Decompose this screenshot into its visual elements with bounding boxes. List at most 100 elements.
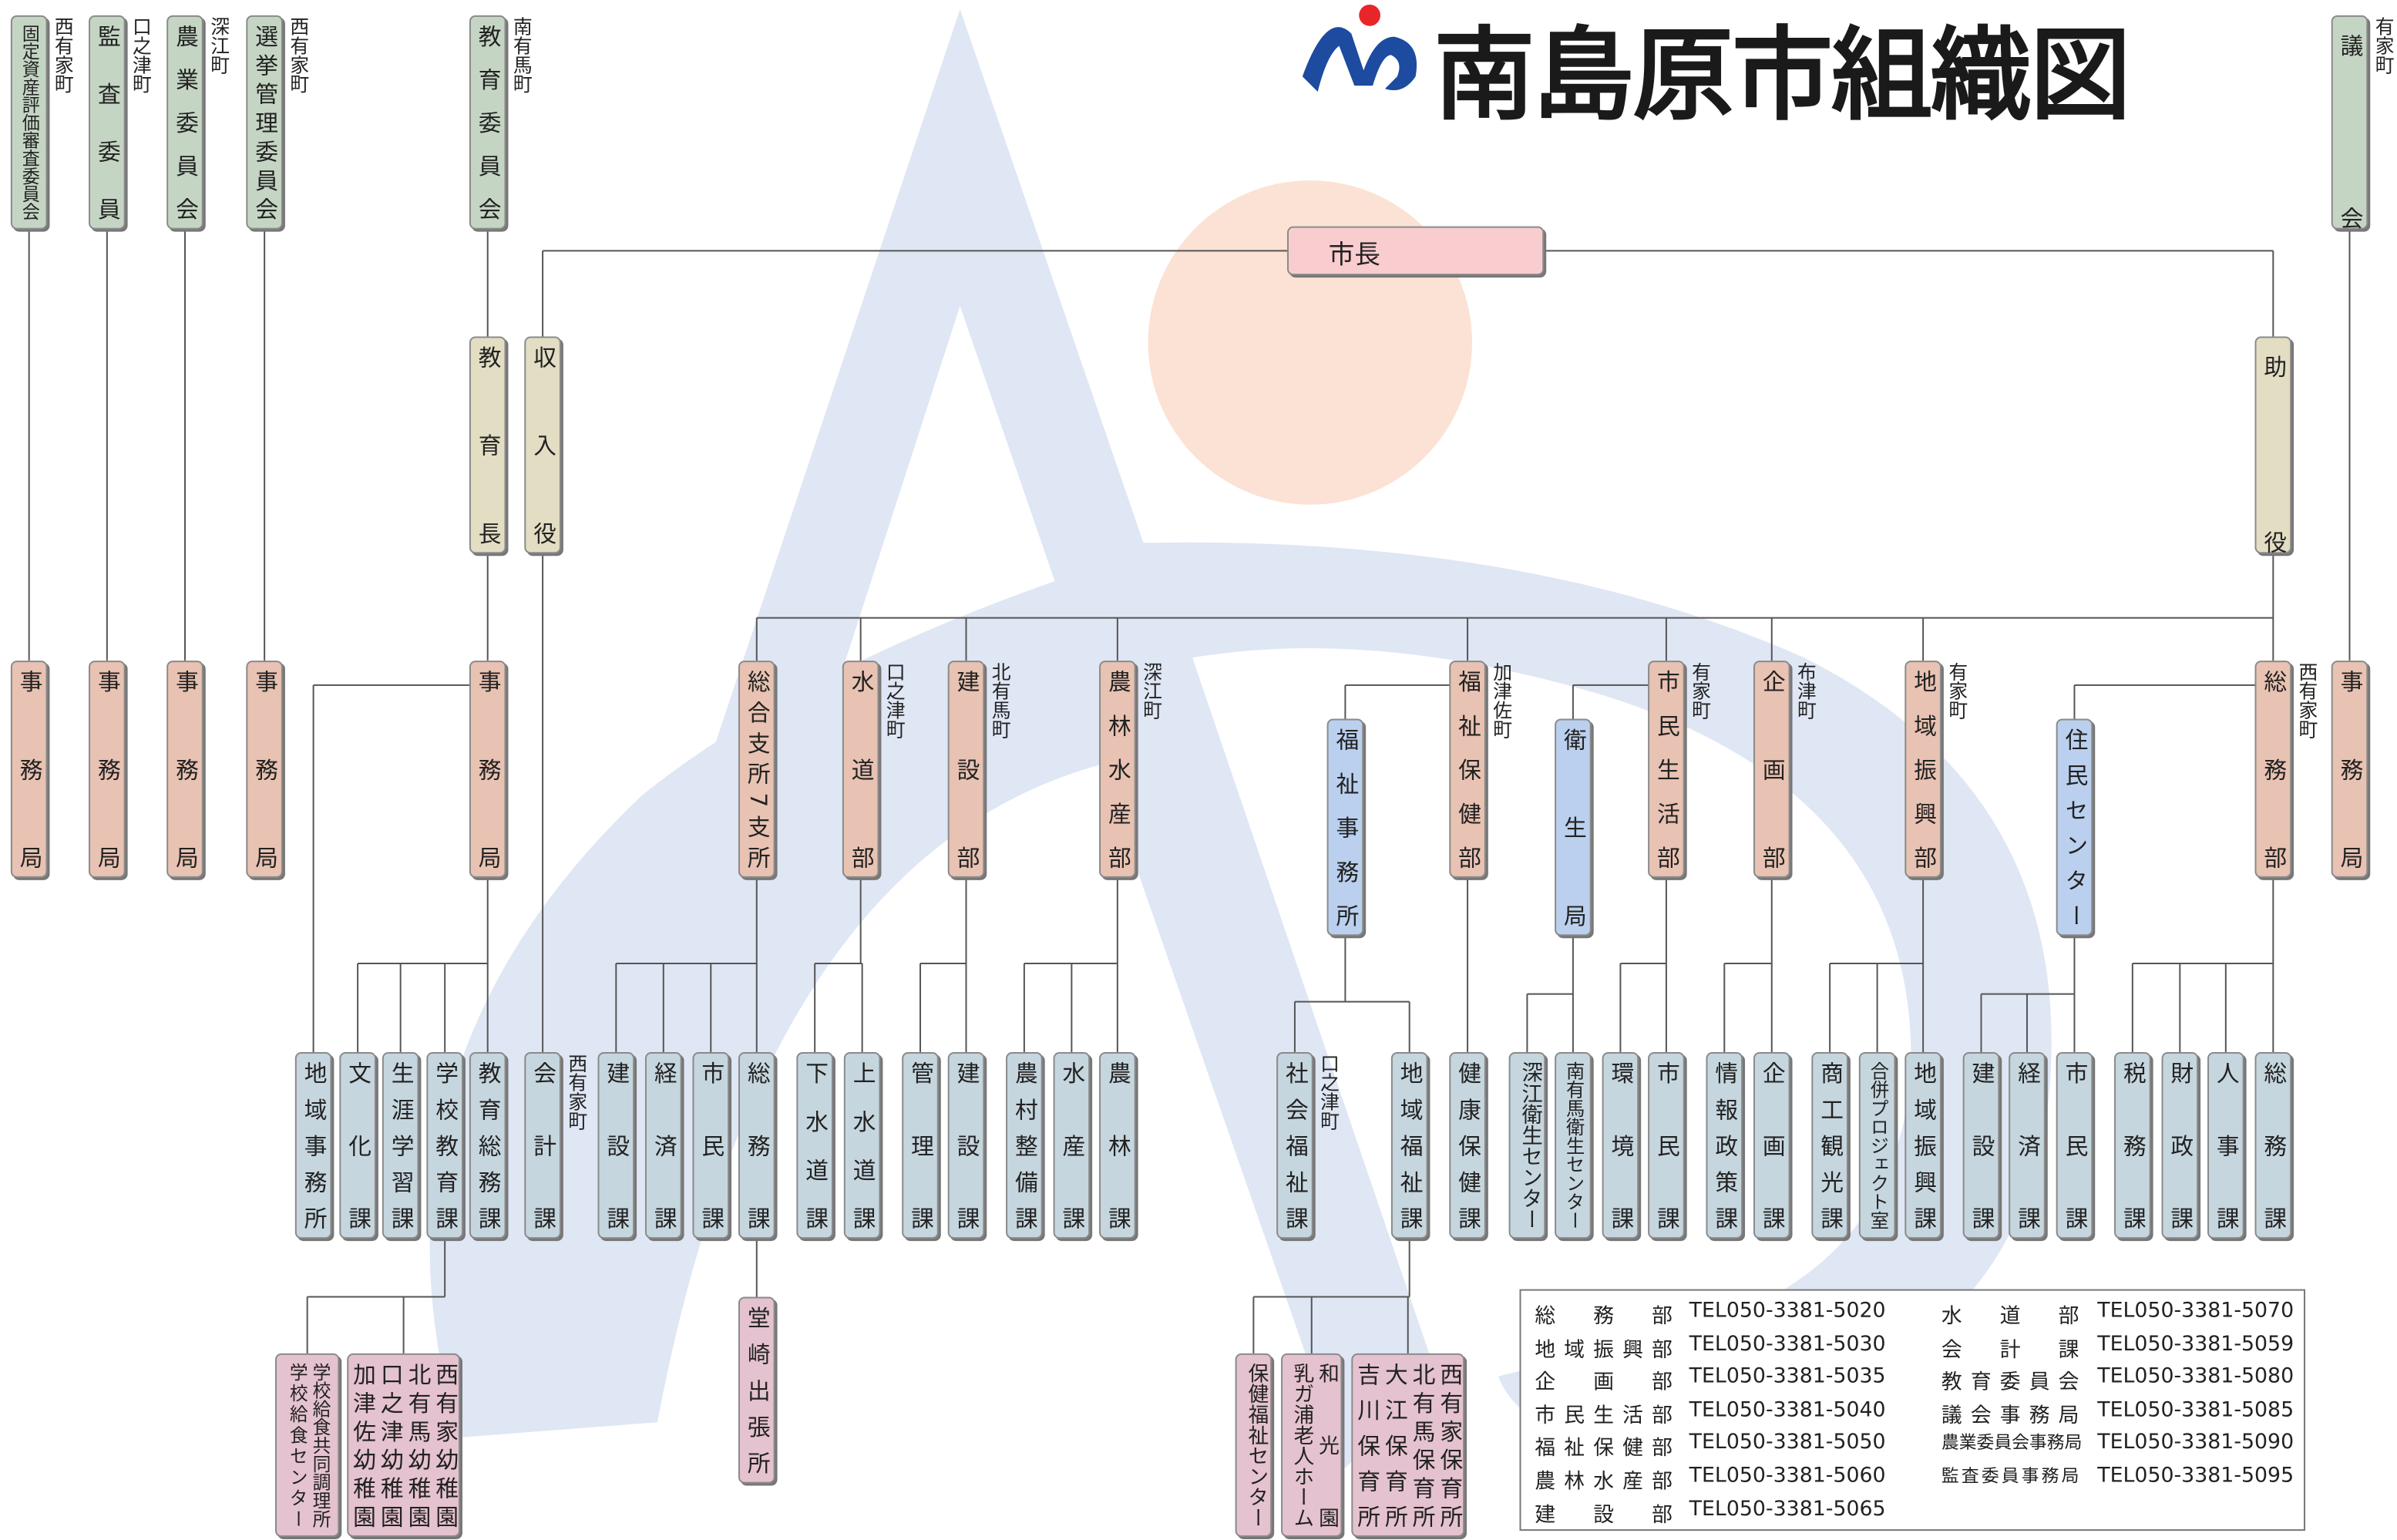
phone-department: 総務部 bbox=[1535, 1299, 1673, 1330]
org-node: 学校給食共同調理所学校給食センター bbox=[275, 1353, 339, 1537]
node-label: 市民課 bbox=[2061, 1061, 2089, 1229]
org-node: 農村整備課 bbox=[1006, 1052, 1043, 1239]
phone-number: TEL050-3381-5030 bbox=[1689, 1331, 1886, 1356]
node-label: 管理課 bbox=[906, 1061, 934, 1229]
node-location: 西有家町 bbox=[52, 17, 71, 93]
node-label: 農業委員会 bbox=[171, 25, 199, 220]
node-label: 健康保健課 bbox=[1454, 1061, 1481, 1229]
org-node: 固定資産評価審査委員会 bbox=[11, 15, 48, 230]
phone-number: TEL050-3381-5090 bbox=[2097, 1431, 2294, 1455]
phone-department: 建設部 bbox=[1535, 1497, 1673, 1528]
node-label: 市民生活部 bbox=[1652, 670, 1680, 869]
node-location: 布津町 bbox=[1795, 662, 1814, 719]
org-node: 建設課 bbox=[598, 1052, 635, 1239]
node-label: 教育委員会 bbox=[474, 25, 502, 220]
org-node: 建設部 bbox=[948, 661, 985, 878]
org-node: 事務局 bbox=[246, 661, 283, 878]
node-label: 助役 bbox=[2259, 345, 2287, 563]
phone-department: 地域振興部 bbox=[1535, 1331, 1673, 1362]
node-label: 乳ガ浦老人ホーム bbox=[1286, 1363, 1312, 1528]
node-label: 社会福祉課 bbox=[1281, 1061, 1309, 1229]
node-location: 口之津町 bbox=[883, 662, 903, 738]
node-label: 経済課 bbox=[2013, 1061, 2041, 1229]
org-node: 保健福祉センター bbox=[1235, 1353, 1272, 1537]
node-location: 深江町 bbox=[208, 17, 227, 74]
org-node: 文化課 bbox=[339, 1052, 376, 1239]
node-location: 西有家町 bbox=[566, 1054, 585, 1130]
phone-number: TEL050-3381-5065 bbox=[1689, 1497, 1886, 1522]
org-node: 衛生局 bbox=[1555, 719, 1592, 936]
phone-number: TEL050-3381-5095 bbox=[2097, 1464, 2294, 1488]
node-label: 財政課 bbox=[2166, 1061, 2194, 1229]
node-label: 総合支所7支所 bbox=[743, 670, 771, 869]
node-label: 建設部 bbox=[953, 670, 980, 869]
node-label: 北有馬幼稚園 bbox=[404, 1363, 432, 1528]
node-label: 事務局 bbox=[250, 670, 278, 869]
org-node: 人事課 bbox=[2207, 1052, 2244, 1239]
node-label: 口之津幼稚園 bbox=[376, 1363, 404, 1528]
node-label: 監査委員 bbox=[93, 25, 121, 220]
org-node: 収入役 bbox=[524, 337, 561, 554]
node-label: 人事課 bbox=[2212, 1061, 2240, 1229]
org-node: 合併プロジェクト室 bbox=[1859, 1052, 1896, 1239]
node-location: 深江町 bbox=[1141, 662, 1160, 719]
node-location: 有家町 bbox=[1689, 662, 1709, 719]
org-node: 議会 bbox=[2331, 15, 2368, 230]
node-label: 北有馬保育所 bbox=[1408, 1363, 1436, 1528]
org-node: 情報政策課 bbox=[1706, 1052, 1743, 1239]
org-node: 教育長 bbox=[469, 337, 506, 554]
org-node: 監査委員 bbox=[89, 15, 126, 230]
org-node: 建設課 bbox=[1963, 1052, 2000, 1239]
phone-department: 会計課 bbox=[1941, 1331, 2079, 1362]
org-node: 学校教育課 bbox=[426, 1052, 463, 1239]
node-label: 総務課 bbox=[2259, 1061, 2287, 1229]
org-node: 西有家保育所北有馬保育所大江保育所吉川保育所 bbox=[1351, 1353, 1464, 1537]
org-node: 事務局 bbox=[11, 661, 48, 878]
node-label: 建設課 bbox=[1968, 1061, 1995, 1229]
org-node: 選挙管理委員会 bbox=[246, 15, 283, 230]
org-node: 市民課 bbox=[2056, 1052, 2093, 1239]
node-label: 市長 bbox=[1329, 232, 1380, 271]
node-label: 事務局 bbox=[171, 670, 199, 869]
org-node: 生涯学習課 bbox=[382, 1052, 419, 1239]
phone-number: TEL050-3381-5050 bbox=[1689, 1431, 1886, 1455]
page: 南島原市組織図 固定資産評価審査委員会西有家町監査委員口之津町農業委員会深江町選… bbox=[0, 0, 2397, 1540]
org-node: 地域振興部 bbox=[1904, 661, 1941, 878]
phone-number: TEL050-3381-5085 bbox=[2097, 1397, 2294, 1422]
phone-department: 水道部 bbox=[1941, 1299, 2079, 1330]
org-node: 水道部 bbox=[842, 661, 879, 878]
node-label: 学校給食共同調理所 bbox=[308, 1363, 331, 1528]
node-label: 事務局 bbox=[474, 670, 502, 869]
org-node: 住民センター bbox=[2056, 719, 2093, 936]
org-node: 事務局 bbox=[166, 661, 203, 878]
title: 南島原市組織図 bbox=[1434, 0, 2129, 141]
org-node: 市民課 bbox=[692, 1052, 729, 1239]
node-label: 収入役 bbox=[529, 345, 556, 544]
org-node: 商工観光課 bbox=[1811, 1052, 1848, 1239]
phone-department: 監査委員事務局 bbox=[1941, 1464, 2079, 1488]
phone-department: 農業委員会事務局 bbox=[1941, 1431, 2079, 1455]
node-label: 税務課 bbox=[2119, 1061, 2147, 1229]
org-node: 管理課 bbox=[902, 1052, 939, 1239]
org-node: 事務局 bbox=[89, 661, 126, 878]
node-label: 合併プロジェクト室 bbox=[1866, 1061, 1889, 1229]
node-label: 経済課 bbox=[650, 1061, 677, 1229]
org-node: 総合支所7支所 bbox=[738, 661, 775, 878]
org-node: 福祉保健部 bbox=[1449, 661, 1486, 878]
node-label: 西有家保育所 bbox=[1435, 1363, 1463, 1528]
phone-number: TEL050-3381-5060 bbox=[1689, 1464, 1886, 1488]
org-node: 健康保健課 bbox=[1449, 1052, 1486, 1239]
phone-number: TEL050-3381-5040 bbox=[1689, 1397, 1886, 1422]
org-node: 総務課 bbox=[2255, 1052, 2292, 1239]
node-label: 商工観光課 bbox=[1816, 1061, 1844, 1229]
org-node: 経済課 bbox=[2009, 1052, 2046, 1239]
org-node: 社会福祉課 bbox=[1276, 1052, 1313, 1239]
node-label: 水道部 bbox=[847, 670, 875, 869]
node-label: 福祉事務所 bbox=[1332, 728, 1360, 926]
node-label: 市民課 bbox=[697, 1061, 724, 1229]
org-node: 経済課 bbox=[645, 1052, 682, 1239]
node-label: 企画課 bbox=[1758, 1061, 1786, 1229]
org-node: 南有馬衛生センター bbox=[1555, 1052, 1592, 1239]
node-label: 学校教育課 bbox=[431, 1061, 459, 1229]
org-node: 企画部 bbox=[1753, 661, 1790, 878]
